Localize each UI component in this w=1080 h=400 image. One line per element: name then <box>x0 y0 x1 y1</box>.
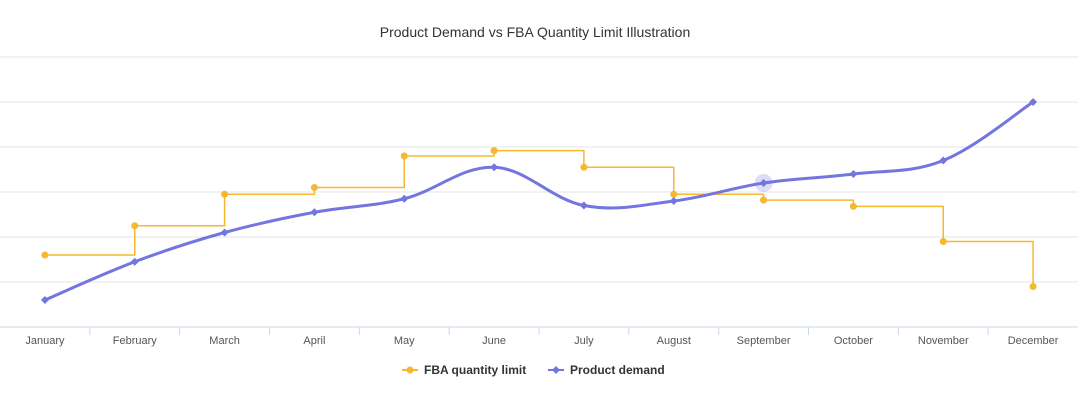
legend-label: FBA quantity limit <box>424 363 526 377</box>
gridlines <box>0 56 1078 283</box>
data-point[interactable] <box>1029 283 1037 290</box>
data-point[interactable] <box>310 184 318 191</box>
x-tick-label: August <box>657 335 691 347</box>
x-tick-label: February <box>113 335 158 347</box>
series-product-demand <box>40 98 1038 304</box>
data-point[interactable] <box>579 201 588 210</box>
legend-item[interactable]: Product demand <box>548 363 665 377</box>
data-point[interactable] <box>849 202 857 210</box>
data-point[interactable] <box>580 163 588 171</box>
data-point[interactable] <box>41 251 49 259</box>
x-tick-label: January <box>25 335 65 347</box>
data-point[interactable] <box>131 222 139 230</box>
legend-marker <box>406 366 414 374</box>
data-point[interactable] <box>849 170 858 178</box>
x-tick-label: March <box>209 335 240 347</box>
x-tick-label: April <box>303 335 325 347</box>
data-point[interactable] <box>40 296 49 304</box>
series-line <box>44 149 1034 288</box>
legend-marker <box>552 366 560 374</box>
series-fba-quantity-limit <box>41 147 1037 290</box>
data-point[interactable] <box>310 208 319 217</box>
data-point[interactable] <box>400 152 408 160</box>
data-point[interactable] <box>760 196 768 204</box>
x-tick-label: June <box>482 335 506 347</box>
data-point[interactable] <box>759 179 768 187</box>
series-line <box>43 100 1035 302</box>
legend[interactable]: FBA quantity limit Product demand <box>402 363 665 377</box>
data-point[interactable] <box>1029 98 1038 106</box>
x-axis: January February March April May June July Augu… <box>0 326 1078 347</box>
data-point[interactable] <box>669 197 678 205</box>
legend-item[interactable]: FBA quantity limit <box>402 363 526 377</box>
data-point[interactable] <box>221 190 229 198</box>
data-point[interactable] <box>130 257 139 266</box>
plot-area <box>40 98 1038 304</box>
data-point[interactable] <box>490 163 499 172</box>
x-tick-label: October <box>834 335 873 347</box>
x-tick-label: December <box>1008 335 1059 347</box>
data-point[interactable] <box>490 147 498 155</box>
data-point[interactable] <box>939 238 947 245</box>
x-tick-label: November <box>918 335 969 347</box>
data-point[interactable] <box>670 190 678 198</box>
x-tick-label: May <box>394 335 415 347</box>
legend-label: Product demand <box>570 363 665 377</box>
data-point[interactable] <box>939 156 948 165</box>
x-tick-label: September <box>737 335 791 347</box>
data-point[interactable] <box>220 228 229 237</box>
x-tick-label: July <box>574 335 594 347</box>
data-point[interactable] <box>400 194 409 203</box>
chart-title: Product Demand vs FBA Quantity Limit Ill… <box>380 24 690 40</box>
